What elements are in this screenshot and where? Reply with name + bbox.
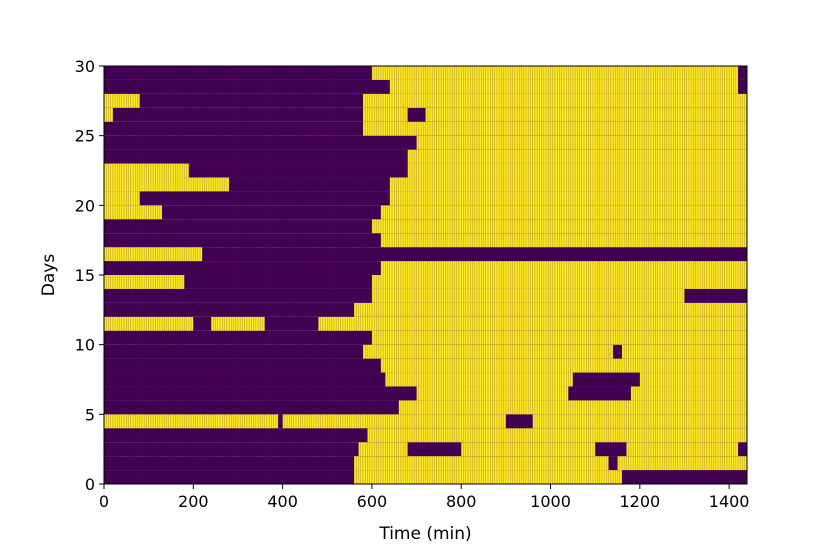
heatmap-on-cell [358, 442, 408, 457]
x-tick-label: 1400 [709, 492, 750, 511]
heatmap-on-cell [425, 107, 747, 122]
heatmap-on-cell [104, 247, 203, 262]
heatmap-on-cell [362, 344, 614, 359]
heatmap-on-cell [639, 372, 747, 387]
heatmap-on-cell [371, 275, 747, 289]
y-tick-label: 30 [75, 57, 95, 76]
heatmap-cell-edges [105, 66, 746, 484]
heatmap-on-cell [416, 135, 747, 150]
heatmap-on-cell [371, 66, 739, 80]
x-tick-label: 0 [99, 492, 109, 511]
heatmap-on-cell [104, 316, 194, 331]
x-tick-label: 600 [357, 492, 388, 511]
heatmap-on-cell [371, 330, 747, 345]
y-tick-label: 0 [85, 475, 95, 494]
heatmap-on-cell [367, 428, 747, 443]
heatmap-on-cell [630, 386, 747, 401]
heatmap-on-cell [532, 414, 747, 429]
x-axis-ticks: 0 200 400 600 800 1000 1200 1400 [99, 484, 750, 511]
heatmap-row-16 [104, 247, 747, 262]
heatmap-on-cell [416, 386, 569, 401]
heatmap-on-cell [380, 261, 747, 275]
x-tick-label: 400 [267, 492, 298, 511]
y-axis-label: Days [39, 254, 59, 297]
heatmap-on-cell [354, 470, 622, 484]
heatmap-on-cell [354, 456, 609, 471]
heatmap-on-cell [398, 400, 747, 415]
heatmap-stripes [105, 66, 746, 484]
heatmap-on-cell [104, 163, 189, 178]
heatmap-on-cell [211, 316, 265, 331]
heatmap-cells [104, 66, 747, 484]
x-tick-label: 800 [446, 492, 477, 511]
heatmap-on-cell [362, 107, 408, 122]
heatmap-on-cell [380, 233, 747, 248]
y-axis-ticks: 0 5 10 15 20 25 30 [75, 57, 104, 494]
y-tick-label: 15 [75, 266, 95, 285]
y-tick-label: 25 [75, 127, 95, 146]
heatmap-on-cell [617, 456, 747, 471]
heatmap-on-cell [354, 302, 747, 317]
x-axis-label: Time (min) [378, 524, 471, 544]
y-tick-label: 5 [85, 405, 95, 424]
heatmap-on-cell [104, 205, 163, 220]
heatmap-on-cell [380, 205, 747, 220]
heatmap-on-cell [282, 414, 506, 429]
heatmap-on-cell [104, 177, 230, 192]
heatmap-on-cell [389, 191, 747, 206]
heatmap-on-cell [389, 177, 747, 192]
x-tick-label: 1200 [619, 492, 660, 511]
heatmap-on-cell [407, 163, 747, 178]
heatmap-on-cell [389, 79, 739, 94]
heatmap-on-cell [371, 288, 685, 303]
heatmap-on-cell [461, 442, 596, 457]
heatmap-on-cell [104, 93, 140, 108]
heatmap-on-cell [621, 344, 747, 359]
heatmap-on-cell [362, 93, 747, 108]
heatmap-on-cell [371, 219, 747, 234]
x-tick-label: 1000 [530, 492, 571, 511]
x-tick-label: 200 [178, 492, 209, 511]
heatmap-on-cell [380, 358, 747, 373]
heatmap-on-cell [104, 414, 279, 429]
heatmap-on-cell [318, 316, 747, 331]
heatmap-on-cell [104, 275, 185, 289]
y-tick-label: 20 [75, 196, 95, 215]
heatmap-on-cell [362, 121, 747, 136]
heatmap-on-cell [626, 442, 739, 457]
heatmap-on-cell [385, 372, 573, 387]
heatmap-on-cell [407, 149, 747, 164]
y-tick-label: 10 [75, 336, 95, 355]
heatmap-on-cell [104, 107, 113, 122]
heatmap-on-cell [104, 191, 140, 206]
